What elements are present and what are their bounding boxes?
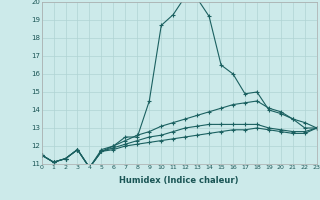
X-axis label: Humidex (Indice chaleur): Humidex (Indice chaleur) <box>119 176 239 185</box>
